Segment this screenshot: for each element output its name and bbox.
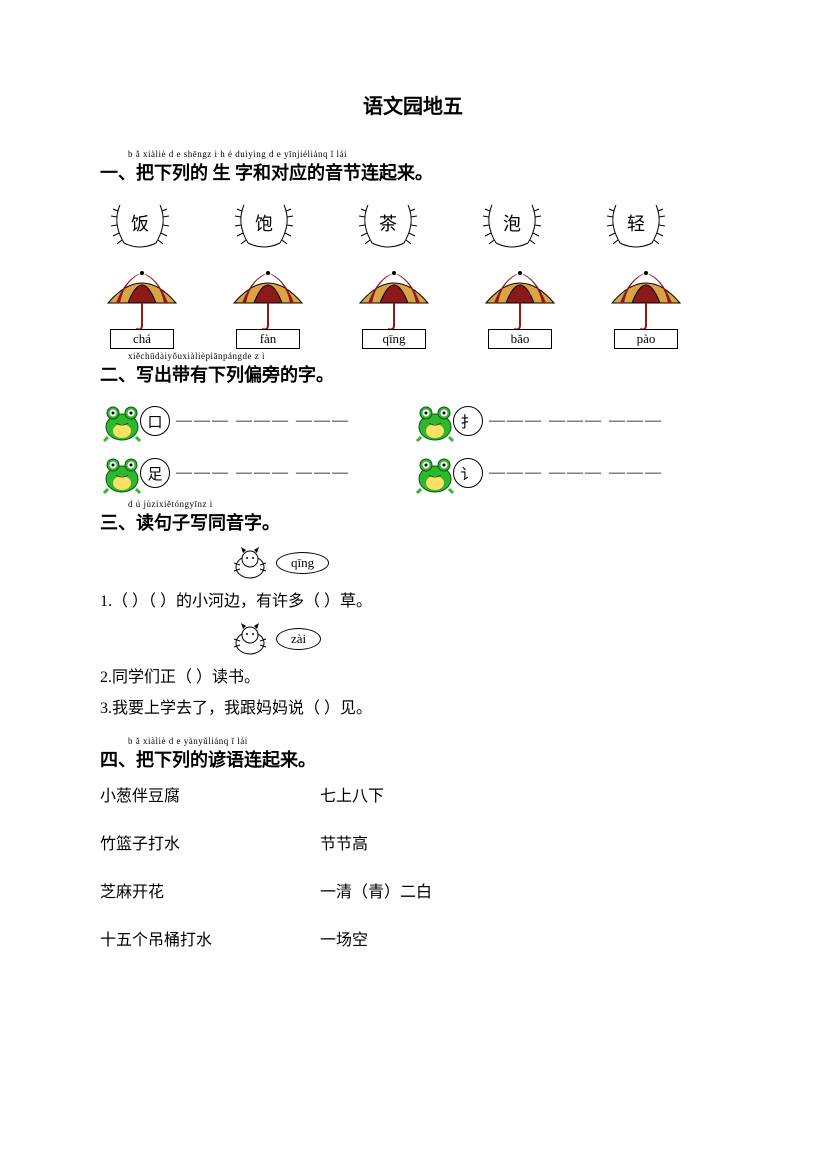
write-blank: ——— ——— ——— — [170, 412, 413, 430]
section3-heading-text: 三、读句子写同音字。 — [100, 513, 280, 533]
wreath-char: 饱 — [255, 210, 273, 236]
write-blank: ——— ——— ——— — [483, 464, 726, 482]
wreath-char: 泡 — [503, 210, 521, 236]
umbrella-label: bǎo — [488, 329, 552, 349]
frog-icon — [100, 451, 144, 495]
section2-pinyin: xiěchūdàiyǒuxiàlièpiānpángde z ì — [128, 351, 265, 361]
pinyin-oval: zài — [276, 628, 321, 650]
section1-heading: b ǎ xiàliè d e shēngz ì h é duìyìng d e … — [100, 159, 726, 185]
proverb-right: 一场空 — [320, 926, 368, 950]
write-blank: ——— ——— ——— — [170, 464, 413, 482]
section4-pinyin: b ǎ xiàliè d e yànyǔliánq ǐ lái — [128, 736, 248, 746]
radical-circle: 扌 — [453, 406, 483, 436]
proverb-row: 十五个吊桶打水 一场空 — [100, 926, 726, 950]
wreath-char: 轻 — [627, 210, 645, 236]
section3-heading: d ú jùzixiětóngyīnz ì 三、读句子写同音字。 — [100, 509, 726, 535]
proverb-left: 竹篮子打水 — [100, 830, 320, 854]
section3-pinyin: d ú jùzixiětóngyīnz ì — [128, 499, 213, 509]
section4-heading-text: 四、把下列的谚语连起来。 — [100, 750, 316, 770]
cat-icon — [230, 621, 270, 657]
wreath-char: 饭 — [131, 210, 149, 236]
umbrella-icon — [104, 271, 180, 331]
section4-heading: b ǎ xiàliè d e yànyǔliánq ǐ lái 四、把下列的谚语… — [100, 746, 726, 772]
umbrella-label: chá — [110, 329, 174, 349]
proverb-row: 小葱伴豆腐 七上八下 — [100, 782, 726, 806]
proverb-right: 一清（青）二白 — [320, 878, 432, 902]
radical-circle: 足 — [140, 458, 170, 488]
umbrella-item: fàn — [230, 271, 306, 349]
umbrella-label: qīng — [362, 329, 426, 349]
umbrella-item: qīng — [356, 271, 432, 349]
frog-icon — [100, 399, 144, 443]
frog-pair: 扌 ——— ——— ——— — [413, 399, 726, 443]
proverb-left: 芝麻开花 — [100, 878, 320, 902]
frog-row: 足 ——— ——— ——— 讠 ——— ——— ——— — [100, 449, 726, 497]
umbrella-row: chá fàn qīng bǎo pào — [100, 271, 726, 349]
proverb-right: 七上八下 — [320, 782, 384, 806]
proverb-left: 十五个吊桶打水 — [100, 926, 320, 950]
wreath-item: 茶 — [356, 195, 420, 251]
frog-pair: 足 ——— ——— ——— — [100, 451, 413, 495]
pinyin-bubble-row: qīng — [230, 545, 726, 581]
wreath-item: 轻 — [604, 195, 668, 251]
umbrella-icon — [482, 271, 558, 331]
umbrella-icon — [356, 271, 432, 331]
section1-pinyin: b ǎ xiàliè d e shēngz ì h é duìyìng d e … — [128, 149, 347, 159]
pinyin-bubble-row: zài — [230, 621, 726, 657]
umbrella-icon — [230, 271, 306, 331]
proverb-right: 节节高 — [320, 830, 368, 854]
umbrella-item: pào — [608, 271, 684, 349]
umbrella-item: bǎo — [482, 271, 558, 349]
wreath-row: 饭 饱 茶 泡 轻 — [100, 195, 726, 251]
frog-row: 口 ——— ——— ——— 扌 ——— ——— ——— — [100, 397, 726, 445]
pinyin-oval: qīng — [276, 552, 329, 574]
section1-heading-text: 一、把下列的 生 字和对应的音节连起来。 — [100, 163, 433, 183]
write-blank: ——— ——— ——— — [483, 412, 726, 430]
frog-pair: 口 ——— ——— ——— — [100, 399, 413, 443]
proverb-grid: 小葱伴豆腐 七上八下 竹篮子打水 节节高 芝麻开花 一清（青）二白 十五个吊桶打… — [100, 782, 726, 950]
section2-heading: xiěchūdàiyǒuxiàlièpiānpángde z ì 二、写出带有下… — [100, 361, 726, 387]
sentence-2: 2.同学们正（ ）读书。 — [100, 665, 726, 691]
section2-heading-text: 二、写出带有下列偏旁的字。 — [100, 365, 334, 385]
umbrella-label: fàn — [236, 329, 300, 349]
umbrella-item: chá — [104, 271, 180, 349]
wreath-item: 泡 — [480, 195, 544, 251]
radical-circle: 讠 — [453, 458, 483, 488]
proverb-left: 小葱伴豆腐 — [100, 782, 320, 806]
umbrella-icon — [608, 271, 684, 331]
frog-grid: 口 ——— ——— ——— 扌 ——— ——— ——— 足 ——— ——— ——… — [100, 397, 726, 497]
wreath-char: 茶 — [379, 210, 397, 236]
proverb-row: 竹篮子打水 节节高 — [100, 830, 726, 854]
page-title: 语文园地五 — [100, 90, 726, 119]
cat-icon — [230, 545, 270, 581]
sentence-3: 3.我要上学去了，我跟妈妈说（ ）见。 — [100, 696, 726, 722]
frog-pair: 讠 ——— ——— ——— — [413, 451, 726, 495]
frog-icon — [413, 451, 457, 495]
umbrella-label: pào — [614, 329, 678, 349]
wreath-item: 饱 — [232, 195, 296, 251]
radical-circle: 口 — [140, 406, 170, 436]
frog-icon — [413, 399, 457, 443]
wreath-item: 饭 — [108, 195, 172, 251]
proverb-row: 芝麻开花 一清（青）二白 — [100, 878, 726, 902]
sentence-1: 1.（ ）（ ）的小河边，有许多（ ）草。 — [100, 589, 726, 615]
